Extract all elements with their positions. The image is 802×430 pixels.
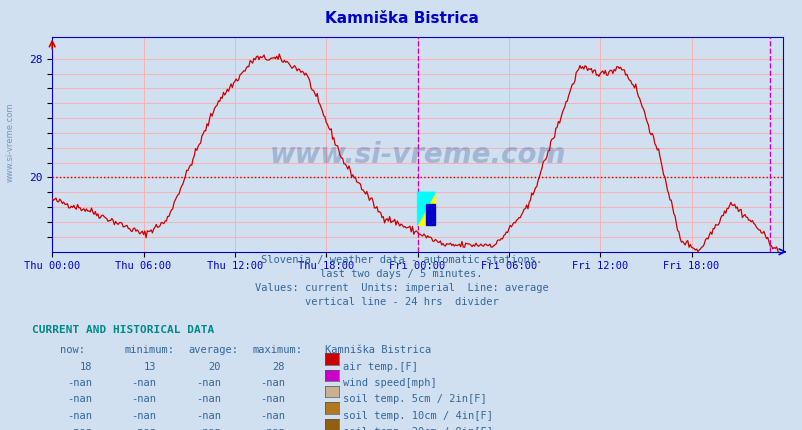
- Text: last two days / 5 minutes.: last two days / 5 minutes.: [320, 269, 482, 279]
- Text: -nan: -nan: [260, 427, 285, 430]
- Text: -nan: -nan: [196, 378, 221, 388]
- Text: www.si-vreme.com: www.si-vreme.com: [269, 141, 565, 169]
- Text: 18: 18: [79, 362, 92, 372]
- Text: -nan: -nan: [67, 427, 92, 430]
- Text: -nan: -nan: [132, 378, 156, 388]
- Text: maximum:: maximum:: [253, 345, 302, 355]
- Text: -nan: -nan: [132, 411, 156, 421]
- Text: 28: 28: [272, 362, 285, 372]
- Text: -nan: -nan: [132, 427, 156, 430]
- Text: -nan: -nan: [260, 378, 285, 388]
- Text: www.si-vreme.com: www.si-vreme.com: [6, 102, 15, 181]
- Text: now:: now:: [60, 345, 85, 355]
- Text: soil temp. 20cm / 8in[F]: soil temp. 20cm / 8in[F]: [342, 427, 492, 430]
- Text: vertical line - 24 hrs  divider: vertical line - 24 hrs divider: [304, 297, 498, 307]
- Text: -nan: -nan: [196, 427, 221, 430]
- Text: -nan: -nan: [67, 394, 92, 404]
- Text: Values: current  Units: imperial  Line: average: Values: current Units: imperial Line: av…: [254, 283, 548, 293]
- Text: Slovenia / weather data - automatic stations.: Slovenia / weather data - automatic stat…: [261, 255, 541, 264]
- Polygon shape: [426, 204, 435, 225]
- Text: -nan: -nan: [67, 411, 92, 421]
- Text: -nan: -nan: [260, 411, 285, 421]
- Polygon shape: [417, 192, 435, 225]
- Text: soil temp. 10cm / 4in[F]: soil temp. 10cm / 4in[F]: [342, 411, 492, 421]
- Text: -nan: -nan: [196, 411, 221, 421]
- Text: -nan: -nan: [260, 394, 285, 404]
- Polygon shape: [417, 192, 435, 225]
- Text: soil temp. 5cm / 2in[F]: soil temp. 5cm / 2in[F]: [342, 394, 486, 404]
- Text: -nan: -nan: [67, 378, 92, 388]
- Text: 20: 20: [208, 362, 221, 372]
- Text: -nan: -nan: [196, 394, 221, 404]
- Text: air temp.[F]: air temp.[F]: [342, 362, 417, 372]
- Text: 13: 13: [144, 362, 156, 372]
- Text: -nan: -nan: [132, 394, 156, 404]
- Text: wind speed[mph]: wind speed[mph]: [342, 378, 436, 388]
- Text: Kamniška Bistrica: Kamniška Bistrica: [325, 345, 431, 355]
- Text: minimum:: minimum:: [124, 345, 174, 355]
- Text: Kamniška Bistrica: Kamniška Bistrica: [324, 11, 478, 26]
- Text: average:: average:: [188, 345, 238, 355]
- Text: CURRENT AND HISTORICAL DATA: CURRENT AND HISTORICAL DATA: [32, 325, 214, 335]
